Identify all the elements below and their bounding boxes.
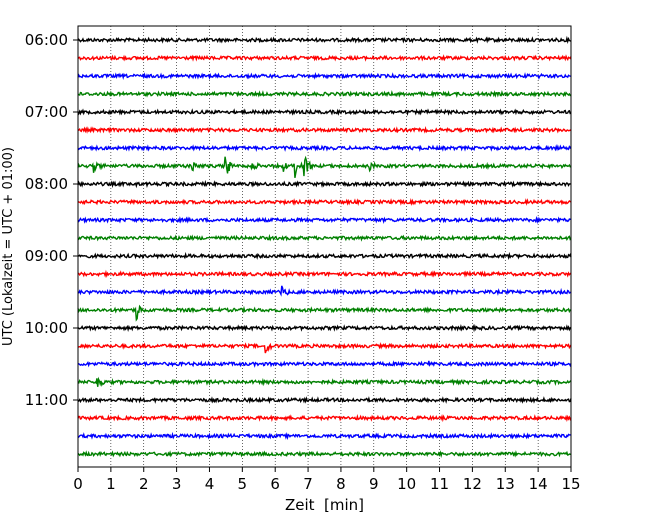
trace-0945 <box>77 304 572 322</box>
trace-0900 <box>77 251 572 261</box>
trace-0715 <box>77 125 572 134</box>
trace-1045 <box>77 376 572 387</box>
x-tick-label: 6 <box>270 475 280 493</box>
trace-1030 <box>77 360 572 368</box>
trace-1015 <box>77 341 572 354</box>
y-tick-label: 09:00 <box>25 247 68 265</box>
plot-frame <box>77 25 572 468</box>
trace-0615 <box>77 54 572 62</box>
trace-0930 <box>77 285 572 297</box>
x-tick-label: 4 <box>205 475 215 493</box>
trace-0830 <box>77 215 572 225</box>
trace-0845 <box>77 233 572 242</box>
trace-0915 <box>77 269 572 278</box>
trace-1100 <box>77 396 572 405</box>
y-axis-label: UTC (Lokalzeit = UTC + 01:00) <box>1 147 16 346</box>
x-tick-label: 12 <box>463 475 482 493</box>
trace-0600 <box>77 35 572 44</box>
x-tick-label: 8 <box>336 475 346 493</box>
trace-0630 <box>77 71 572 80</box>
x-tick-label: 15 <box>561 475 580 493</box>
y-tick-label: 10:00 <box>25 319 68 337</box>
trace-group <box>77 35 572 459</box>
trace-0745 <box>77 155 572 178</box>
trace-0645 <box>77 90 572 99</box>
x-axis-label: Zeit [min] <box>285 496 364 514</box>
x-tick-label: 3 <box>172 475 182 493</box>
y-tick-label: 07:00 <box>25 103 68 121</box>
x-tick-label: 14 <box>529 475 548 493</box>
trace-0815 <box>77 197 572 206</box>
x-axis-ticks: 0 1 2 3 4 5 6 7 8 9 10 11 12 13 14 15 <box>73 467 581 493</box>
trace-1115 <box>77 413 572 423</box>
trace-1130 <box>77 431 572 441</box>
x-tick-label: 9 <box>369 475 379 493</box>
x-tick-label: 11 <box>430 475 449 493</box>
x-tick-label: 10 <box>397 475 416 493</box>
x-tick-label: 2 <box>139 475 149 493</box>
x-tick-label: 7 <box>303 475 313 493</box>
x-tick-label: 0 <box>73 475 83 493</box>
trace-0800 <box>77 179 572 189</box>
y-tick-label: 11:00 <box>25 391 68 409</box>
trace-0730 <box>77 144 572 152</box>
y-tick-label: 08:00 <box>25 175 68 193</box>
y-tick-label: 06:00 <box>25 31 68 49</box>
trace-1000 <box>77 323 572 333</box>
x-tick-label: 1 <box>106 475 116 493</box>
x-tick-label: 5 <box>238 475 248 493</box>
trace-0700 <box>77 108 572 116</box>
x-tick-label: 13 <box>496 475 515 493</box>
y-axis-ticks: 06:00 07:00 08:00 09:00 10:00 11:00 <box>25 31 78 409</box>
trace-1145 <box>77 450 572 459</box>
